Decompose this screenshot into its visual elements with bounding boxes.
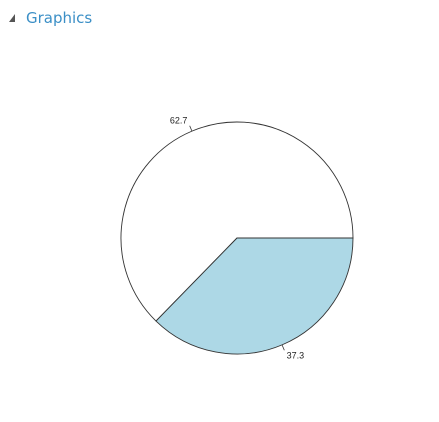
pie-label-tick-2: [281, 344, 285, 351]
pie-label-tick-1: [189, 125, 193, 132]
pie-slices: [120, 121, 354, 355]
section-title: Graphics: [26, 9, 93, 27]
pie-labels: 62.7 37.3: [170, 115, 304, 360]
collapse-triangle-icon[interactable]: [8, 13, 18, 23]
pie-slice-1: [120, 121, 354, 322]
pie-label-2: 37.3: [287, 351, 305, 361]
pie-slice-2: [155, 237, 354, 355]
graphics-section-header[interactable]: Graphics: [8, 8, 92, 28]
pie-label-1: 62.7: [170, 115, 188, 125]
